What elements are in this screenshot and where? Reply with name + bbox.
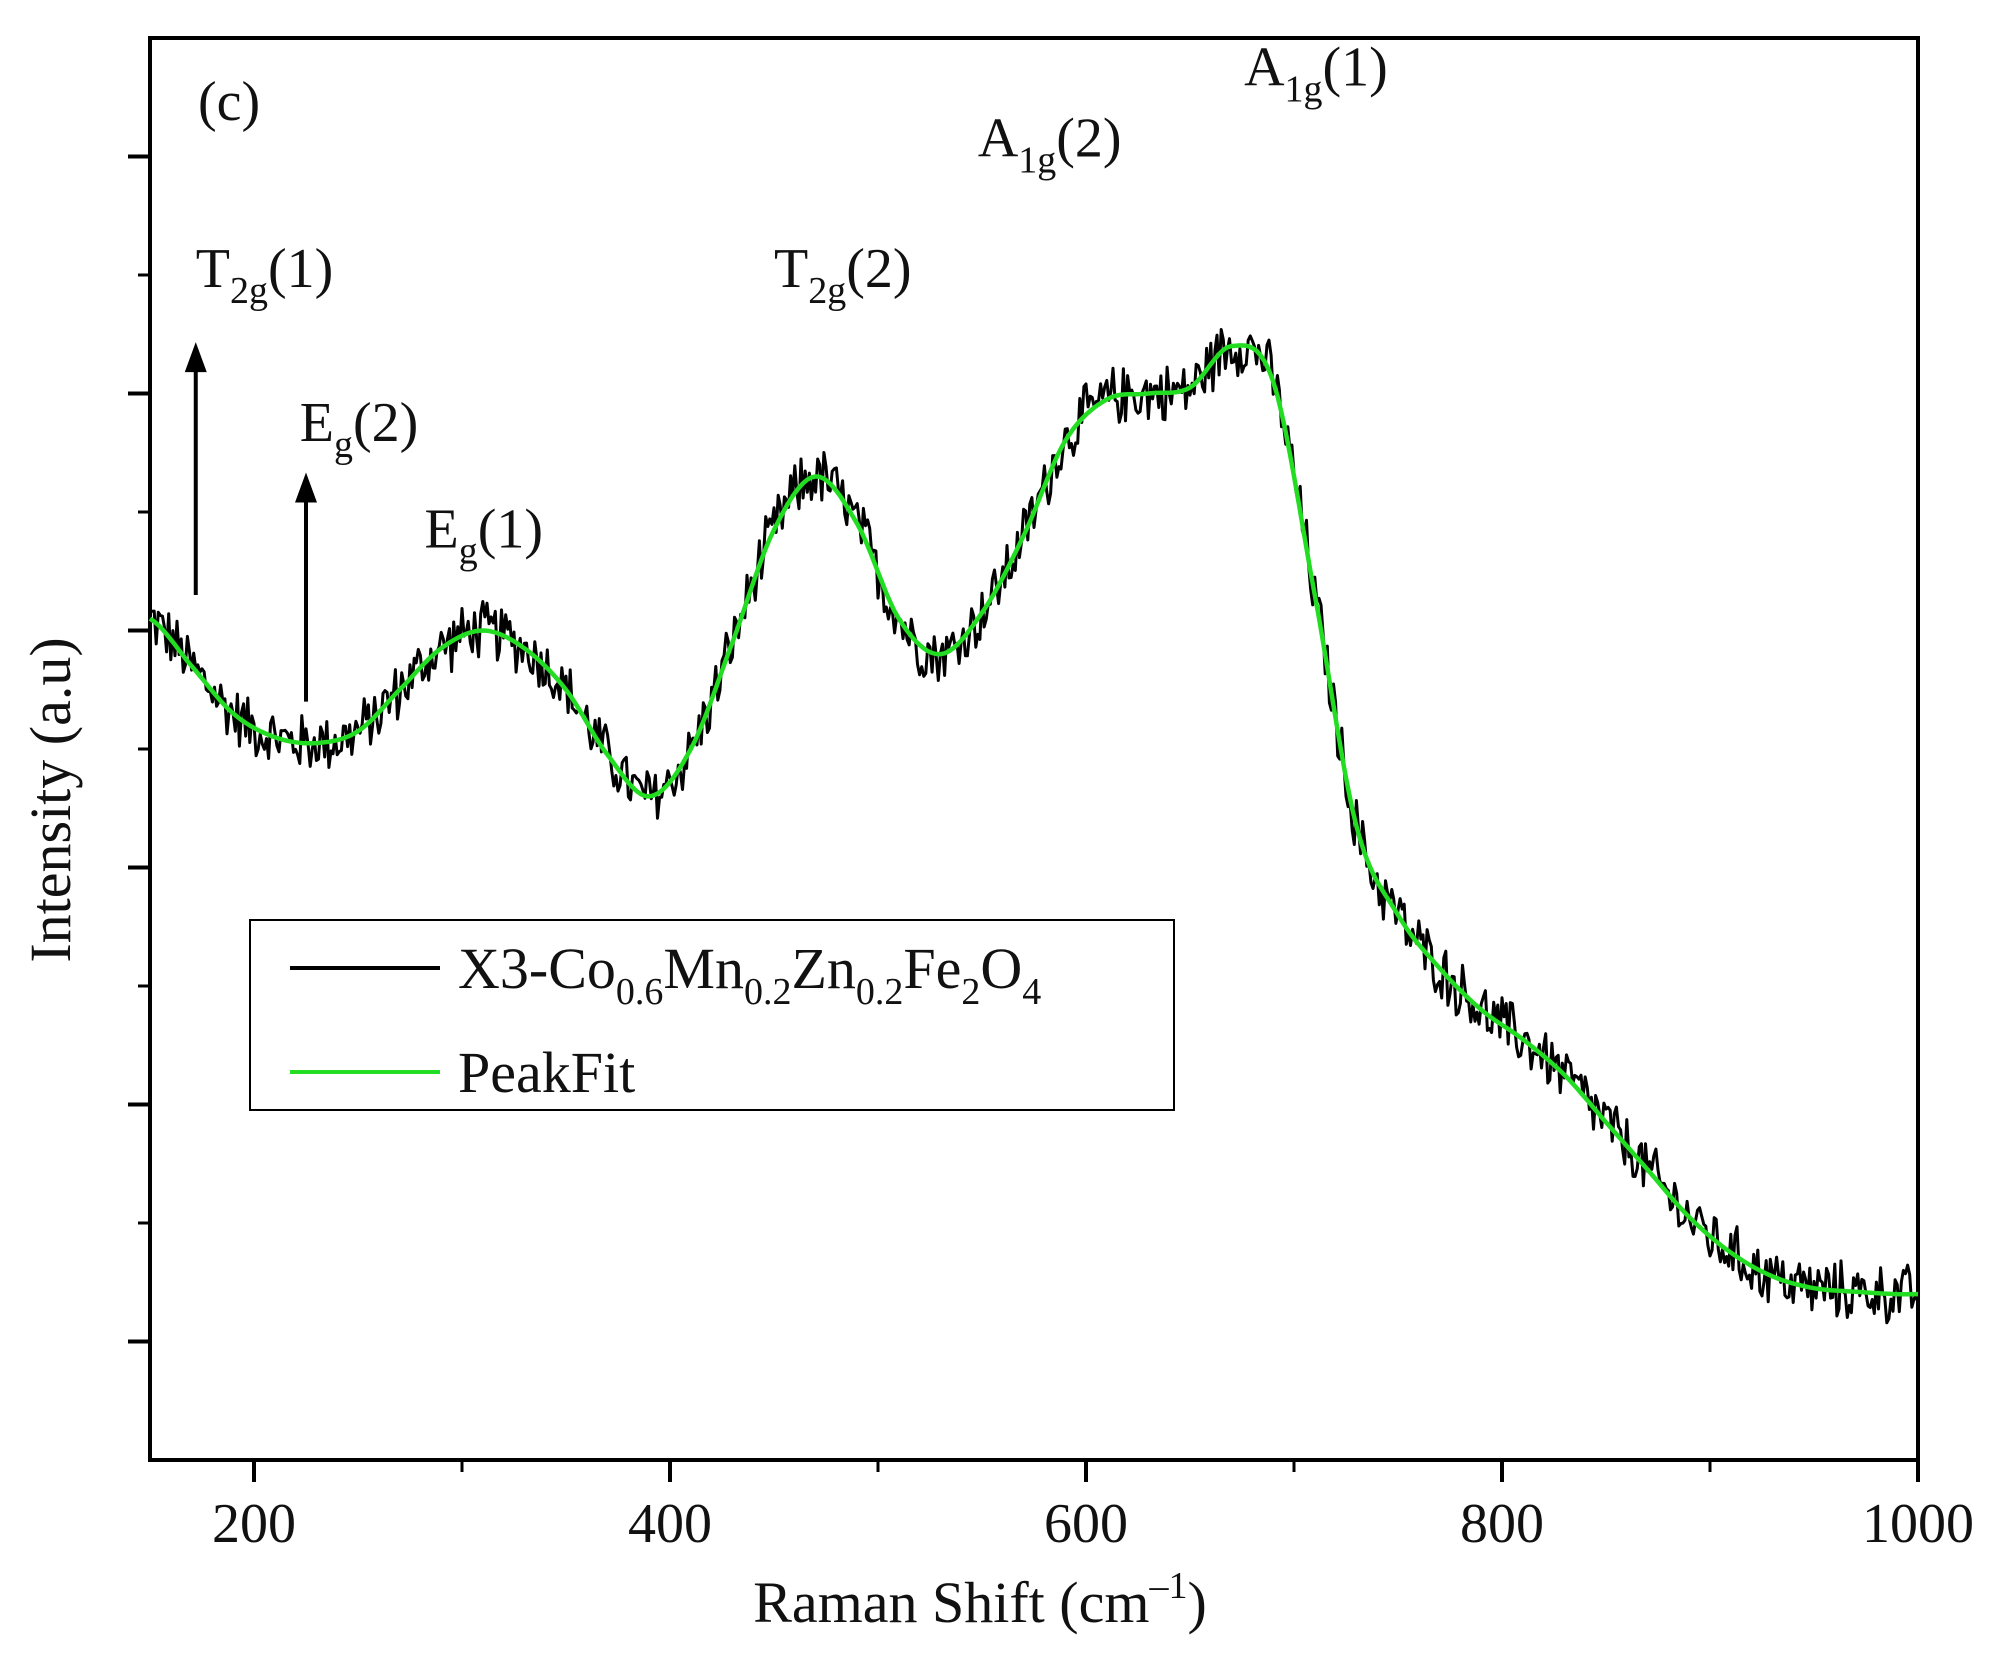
y-axis-title: Intensity (a.u) <box>18 637 83 962</box>
annotation-arrow-head <box>184 342 207 373</box>
panel-label: (c) <box>198 71 260 133</box>
x-axis-ticks: 200 400 600 800 1000 <box>212 1460 1974 1555</box>
x-tick-label: 600 <box>1044 1493 1128 1555</box>
annotation-a1g1: A1g(1) <box>1244 36 1388 110</box>
annotation-a1g2: A1g(2) <box>978 108 1122 182</box>
legend-label-peakfit: PeakFit <box>458 1040 635 1105</box>
x-tick-label: 400 <box>628 1493 712 1555</box>
annotation-arrow-head <box>295 472 317 503</box>
annotation-eg1: Eg(1) <box>425 499 544 573</box>
annotation-t2g1: T2g(1) <box>196 238 334 312</box>
legend-label-sample: X3-Co0.6Mn0.2Zn0.2Fe2O4 <box>458 936 1041 1013</box>
x-tick-label: 200 <box>212 1493 296 1555</box>
plot-frame <box>148 36 1920 1462</box>
x-tick-label: 1000 <box>1862 1493 1974 1555</box>
series-layer <box>148 328 1920 1325</box>
x-axis-title: Raman Shift (cm–1) <box>753 1565 1207 1635</box>
y-axis-ticks <box>128 154 150 1344</box>
series-peakfit-line <box>148 343 1918 1297</box>
annotation-eg2: Eg(2) <box>300 392 419 466</box>
annotation-t2g2: T2g(2) <box>774 238 912 312</box>
x-tick-label: 800 <box>1460 1493 1544 1555</box>
peak-annotations: T2g(1) Eg(2)Eg(1) T2g(2) A1g(2) A1g(1) <box>184 36 1388 702</box>
legend: X3-Co0.6Mn0.2Zn0.2Fe2O4 PeakFit <box>249 919 1175 1111</box>
legend-box <box>249 919 1175 1111</box>
